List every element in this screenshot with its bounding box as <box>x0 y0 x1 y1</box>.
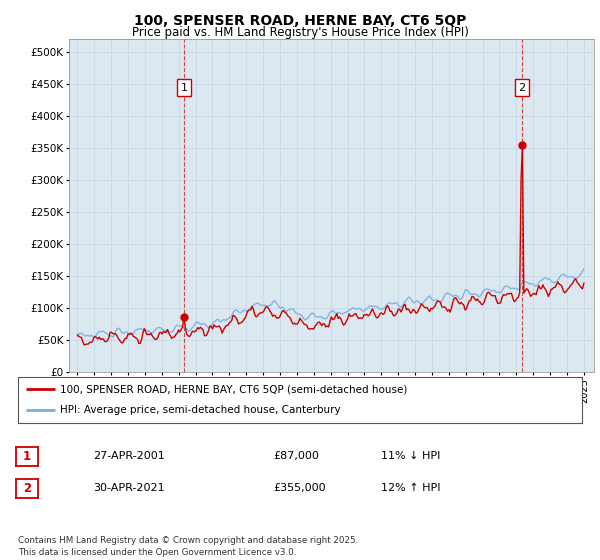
Text: 27-APR-2001: 27-APR-2001 <box>93 451 165 461</box>
Text: 100, SPENSER ROAD, HERNE BAY, CT6 5QP (semi-detached house): 100, SPENSER ROAD, HERNE BAY, CT6 5QP (s… <box>60 384 407 394</box>
Text: 100, SPENSER ROAD, HERNE BAY, CT6 5QP: 100, SPENSER ROAD, HERNE BAY, CT6 5QP <box>134 14 466 28</box>
Text: 2: 2 <box>518 82 526 92</box>
Text: 30-APR-2021: 30-APR-2021 <box>93 483 164 493</box>
Text: £87,000: £87,000 <box>273 451 319 461</box>
Text: Price paid vs. HM Land Registry's House Price Index (HPI): Price paid vs. HM Land Registry's House … <box>131 26 469 39</box>
Text: 2: 2 <box>23 482 31 495</box>
Text: 12% ↑ HPI: 12% ↑ HPI <box>381 483 440 493</box>
Text: 1: 1 <box>23 450 31 463</box>
Text: HPI: Average price, semi-detached house, Canterbury: HPI: Average price, semi-detached house,… <box>60 405 341 416</box>
Text: £355,000: £355,000 <box>273 483 326 493</box>
Text: 1: 1 <box>181 82 188 92</box>
Text: 11% ↓ HPI: 11% ↓ HPI <box>381 451 440 461</box>
Text: Contains HM Land Registry data © Crown copyright and database right 2025.
This d: Contains HM Land Registry data © Crown c… <box>18 536 358 557</box>
